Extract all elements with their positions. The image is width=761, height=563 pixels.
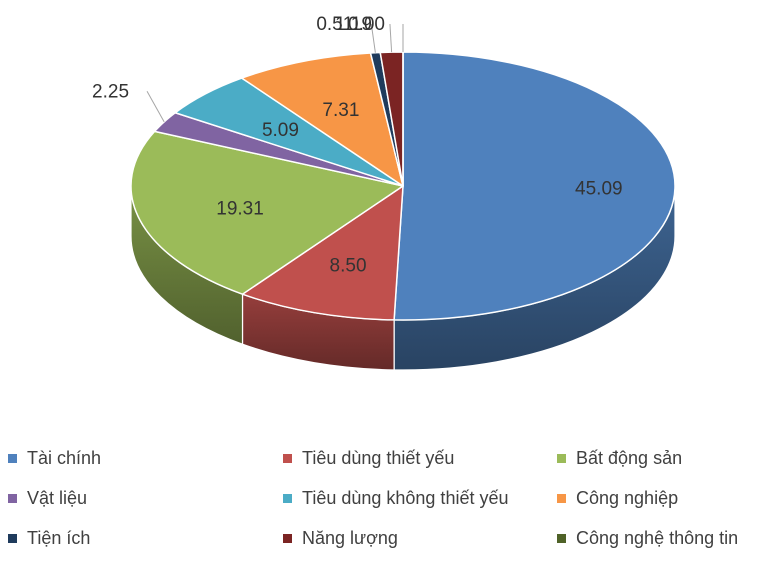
- legend-swatch-1: [283, 454, 292, 463]
- legend-label-8: Công nghệ thông tin: [576, 528, 739, 548]
- data-labels: 45.09 8.50 19.31 2.25 5.09 7.31 0.511.190.00: [92, 14, 623, 277]
- legend-swatch-7: [283, 534, 292, 543]
- legend-label-4: Tiêu dùng không thiết yếu: [302, 488, 509, 508]
- data-label-3: 2.25: [92, 81, 129, 102]
- data-label-7: 1.19: [335, 14, 372, 35]
- legend-swatch-0: [8, 454, 17, 463]
- pie-slice-2: [130, 130, 404, 295]
- legend-swatch-8: [557, 534, 566, 543]
- data-label-1: 8.50: [330, 256, 367, 277]
- legend-swatch-3: [8, 494, 17, 503]
- legend-item-7: Năng lượng: [283, 528, 398, 549]
- legend-label-5: Công nghiệp: [576, 488, 679, 508]
- legend-item-4: Tiêu dùng không thiết yếu: [283, 488, 508, 509]
- leader-line-6: [370, 23, 376, 53]
- pie-chart: 45.09 8.50 19.31 2.25 5.09 7.31 0.51 1.19 0.00: [92, 14, 676, 371]
- data-label-4: 5.09: [262, 120, 299, 141]
- legend-label-0: Tài chính: [27, 448, 102, 468]
- legend-label-3: Vật liệu: [27, 488, 88, 508]
- leader-line-7: [389, 23, 393, 53]
- legend-label-1: Tiêu dùng thiết yếu: [302, 448, 455, 468]
- legend-swatch-6: [8, 534, 17, 543]
- data-label-8: 0.00: [348, 14, 385, 35]
- data-label-5: 7.31: [322, 100, 359, 121]
- leader-lines: [146, 23, 404, 123]
- pie-tops: [130, 51, 676, 321]
- legend-item-2: Bất động sản: [557, 448, 682, 469]
- data-label-2: 19.31: [216, 198, 264, 219]
- legend-swatch-2: [557, 454, 566, 463]
- chart-legend: Tài chính Tiêu dùng thiết yếu Bất động sản…: [0, 440, 761, 563]
- legend-label-7: Năng lượng: [302, 528, 398, 548]
- legend-swatch-5: [557, 494, 566, 503]
- legend-item-8: Công nghệ thông tin: [557, 528, 738, 549]
- legend-item-6: Tiện ích: [8, 528, 90, 549]
- pie-slice-5: [241, 52, 404, 187]
- legend-item-0: Tài chính: [8, 448, 101, 469]
- leader-line-3: [146, 91, 165, 123]
- legend-label-2: Bất động sản: [576, 448, 683, 468]
- legend-item-5: Công nghiệp: [557, 488, 678, 509]
- legend-item-3: Vật liệu: [8, 488, 87, 509]
- data-label-6: 0.51: [316, 14, 353, 35]
- data-label-0: 45.09: [575, 179, 623, 200]
- pie-chart-svg: 45.09 8.50 19.31 2.25 5.09 7.31 0.511.190.00: [92, 14, 676, 371]
- pie-slice-1: [241, 185, 404, 321]
- pie-slice-0: [393, 51, 676, 321]
- legend-label-6: Tiện ích: [27, 528, 91, 548]
- legend-item-1: Tiêu dùng thiết yếu: [283, 448, 454, 469]
- legend-swatch-4: [283, 494, 292, 503]
